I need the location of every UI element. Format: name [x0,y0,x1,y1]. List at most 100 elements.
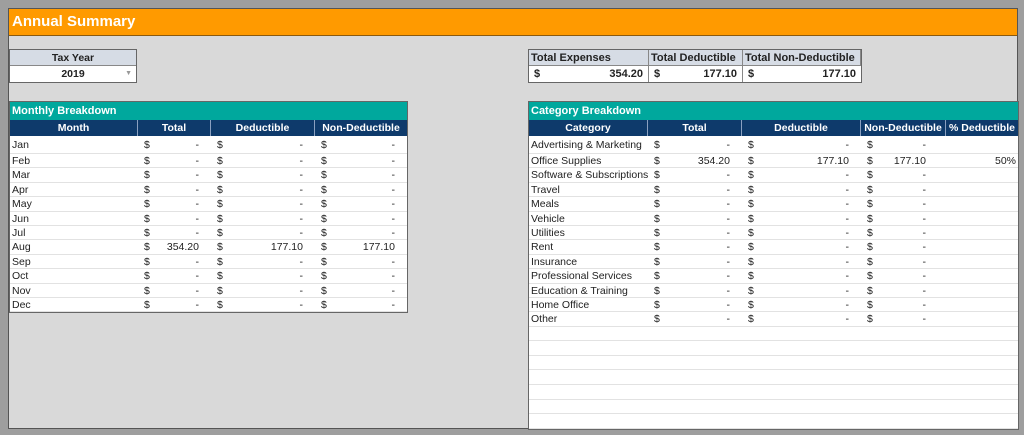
pct-deductible-cell[interactable] [946,183,1018,196]
total-cell[interactable]: $ - [144,169,199,182]
deductible-cell[interactable]: $ - [748,226,849,239]
non-deductible-cell[interactable]: $ - [321,212,395,225]
month-cell[interactable]: Apr [12,183,29,196]
non-deductible-cell[interactable]: $177.10 [321,241,395,254]
category-cell[interactable]: Education & Training [531,284,628,297]
non-deductible-cell[interactable]: $ - [867,212,926,225]
category-cell[interactable]: Office Supplies [531,155,602,167]
month-cell[interactable]: Jun [12,212,29,225]
deductible-cell[interactable]: $ - [217,198,303,211]
pct-deductible-cell[interactable] [946,136,1018,153]
deductible-cell[interactable]: $ - [748,183,849,196]
deductible-cell[interactable]: $ - [217,298,303,311]
category-cell[interactable]: Meals [531,198,560,211]
month-cell[interactable]: Jan [12,139,29,151]
pct-deductible-cell[interactable] [946,255,1018,268]
category-cell[interactable]: Advertising & Marketing [531,139,642,151]
month-cell[interactable]: Feb [12,155,31,167]
deductible-cell[interactable]: $ - [748,169,849,182]
month-cell[interactable]: Jul [12,226,26,239]
total-cell[interactable]: $ - [654,298,730,311]
month-cell[interactable]: Oct [12,270,29,283]
total-deductible-value[interactable]: $177.10 [649,66,743,82]
deductible-cell[interactable]: $ - [217,169,303,182]
total-expenses-value[interactable]: $354.20 [529,66,649,82]
pct-deductible-cell[interactable] [946,269,1018,282]
pct-deductible-cell[interactable] [946,284,1018,297]
deductible-cell[interactable]: $ - [217,255,303,268]
pct-deductible-cell[interactable] [946,197,1018,210]
non-deductible-cell[interactable]: $ - [867,298,926,311]
pct-deductible-cell[interactable] [946,168,1018,181]
deductible-cell[interactable]: $ - [217,270,303,283]
month-cell[interactable]: Dec [12,298,31,311]
category-cell[interactable]: Rent [531,241,554,254]
non-deductible-cell[interactable]: $ - [867,284,926,297]
month-cell[interactable]: Mar [12,169,31,182]
category-cell[interactable]: Vehicle [531,212,565,225]
total-cell[interactable]: $ - [654,139,730,151]
non-deductible-cell[interactable]: $ - [321,169,395,182]
pct-deductible-cell[interactable] [946,226,1018,239]
month-cell[interactable]: Aug [12,241,31,254]
deductible-cell[interactable]: $ - [217,139,303,151]
deductible-cell[interactable]: $177.10 [217,241,303,254]
deductible-cell[interactable]: $ - [217,226,303,239]
pct-deductible-cell[interactable] [946,312,1018,325]
total-cell[interactable]: $ - [654,313,730,326]
month-cell[interactable]: May [12,198,32,211]
non-deductible-cell[interactable]: $ - [321,298,395,311]
non-deductible-cell[interactable]: $ - [867,255,926,268]
pct-deductible-cell[interactable] [946,298,1018,311]
deductible-cell[interactable]: $ - [217,183,303,196]
month-cell[interactable]: Sep [12,255,31,268]
deductible-cell[interactable]: $ - [748,270,849,283]
non-deductible-cell[interactable]: $ - [867,169,926,182]
total-cell[interactable]: $ - [144,155,199,167]
category-cell[interactable]: Home Office [531,298,590,311]
category-cell[interactable]: Software & Subscriptions [531,169,648,182]
total-cell[interactable]: $ - [144,270,199,283]
non-deductible-cell[interactable]: $ - [321,255,395,268]
non-deductible-cell[interactable]: $ - [867,198,926,211]
month-cell[interactable]: Nov [12,284,31,297]
pct-deductible-cell[interactable] [946,240,1018,253]
non-deductible-cell[interactable]: $ - [321,284,395,297]
deductible-cell[interactable]: $ - [217,284,303,297]
total-cell[interactable]: $354.20 [144,241,199,254]
total-cell[interactable]: $ - [654,255,730,268]
total-cell[interactable]: $ - [144,284,199,297]
category-cell[interactable]: Utilities [531,226,565,239]
non-deductible-cell[interactable]: $ - [321,139,395,151]
deductible-cell[interactable]: $177.10 [748,155,849,167]
deductible-cell[interactable]: $ - [748,198,849,211]
pct-deductible-cell[interactable]: 50% [994,155,1016,167]
total-cell[interactable]: $ - [654,226,730,239]
total-cell[interactable]: $ - [144,139,199,151]
non-deductible-cell[interactable]: $ - [321,226,395,239]
non-deductible-cell[interactable]: $ - [867,183,926,196]
total-cell[interactable]: $ - [144,212,199,225]
total-non-deductible-value[interactable]: $177.10 [748,68,856,80]
total-cell[interactable]: $ - [654,270,730,283]
non-deductible-cell[interactable]: $ - [321,183,395,196]
non-deductible-cell[interactable]: $ - [321,270,395,283]
total-cell[interactable]: $ - [144,298,199,311]
total-cell[interactable]: $ - [654,183,730,196]
deductible-cell[interactable]: $ - [748,241,849,254]
deductible-cell[interactable]: $ - [748,284,849,297]
tax-year-select[interactable]: 2019 ▼ [61,68,132,80]
deductible-cell[interactable]: $ - [748,212,849,225]
total-cell[interactable]: $ - [654,212,730,225]
non-deductible-cell[interactable]: $ - [321,155,395,167]
deductible-cell[interactable]: $ - [217,212,303,225]
category-cell[interactable]: Insurance [531,255,578,268]
total-cell[interactable]: $ - [144,183,199,196]
non-deductible-cell[interactable]: $ - [867,241,926,254]
non-deductible-cell[interactable]: $ - [321,198,395,211]
total-cell[interactable]: $ - [654,198,730,211]
total-cell[interactable]: $ - [144,226,199,239]
deductible-cell[interactable]: $ - [748,298,849,311]
non-deductible-cell[interactable]: $ - [867,139,926,151]
non-deductible-cell[interactable]: $ - [867,313,926,326]
